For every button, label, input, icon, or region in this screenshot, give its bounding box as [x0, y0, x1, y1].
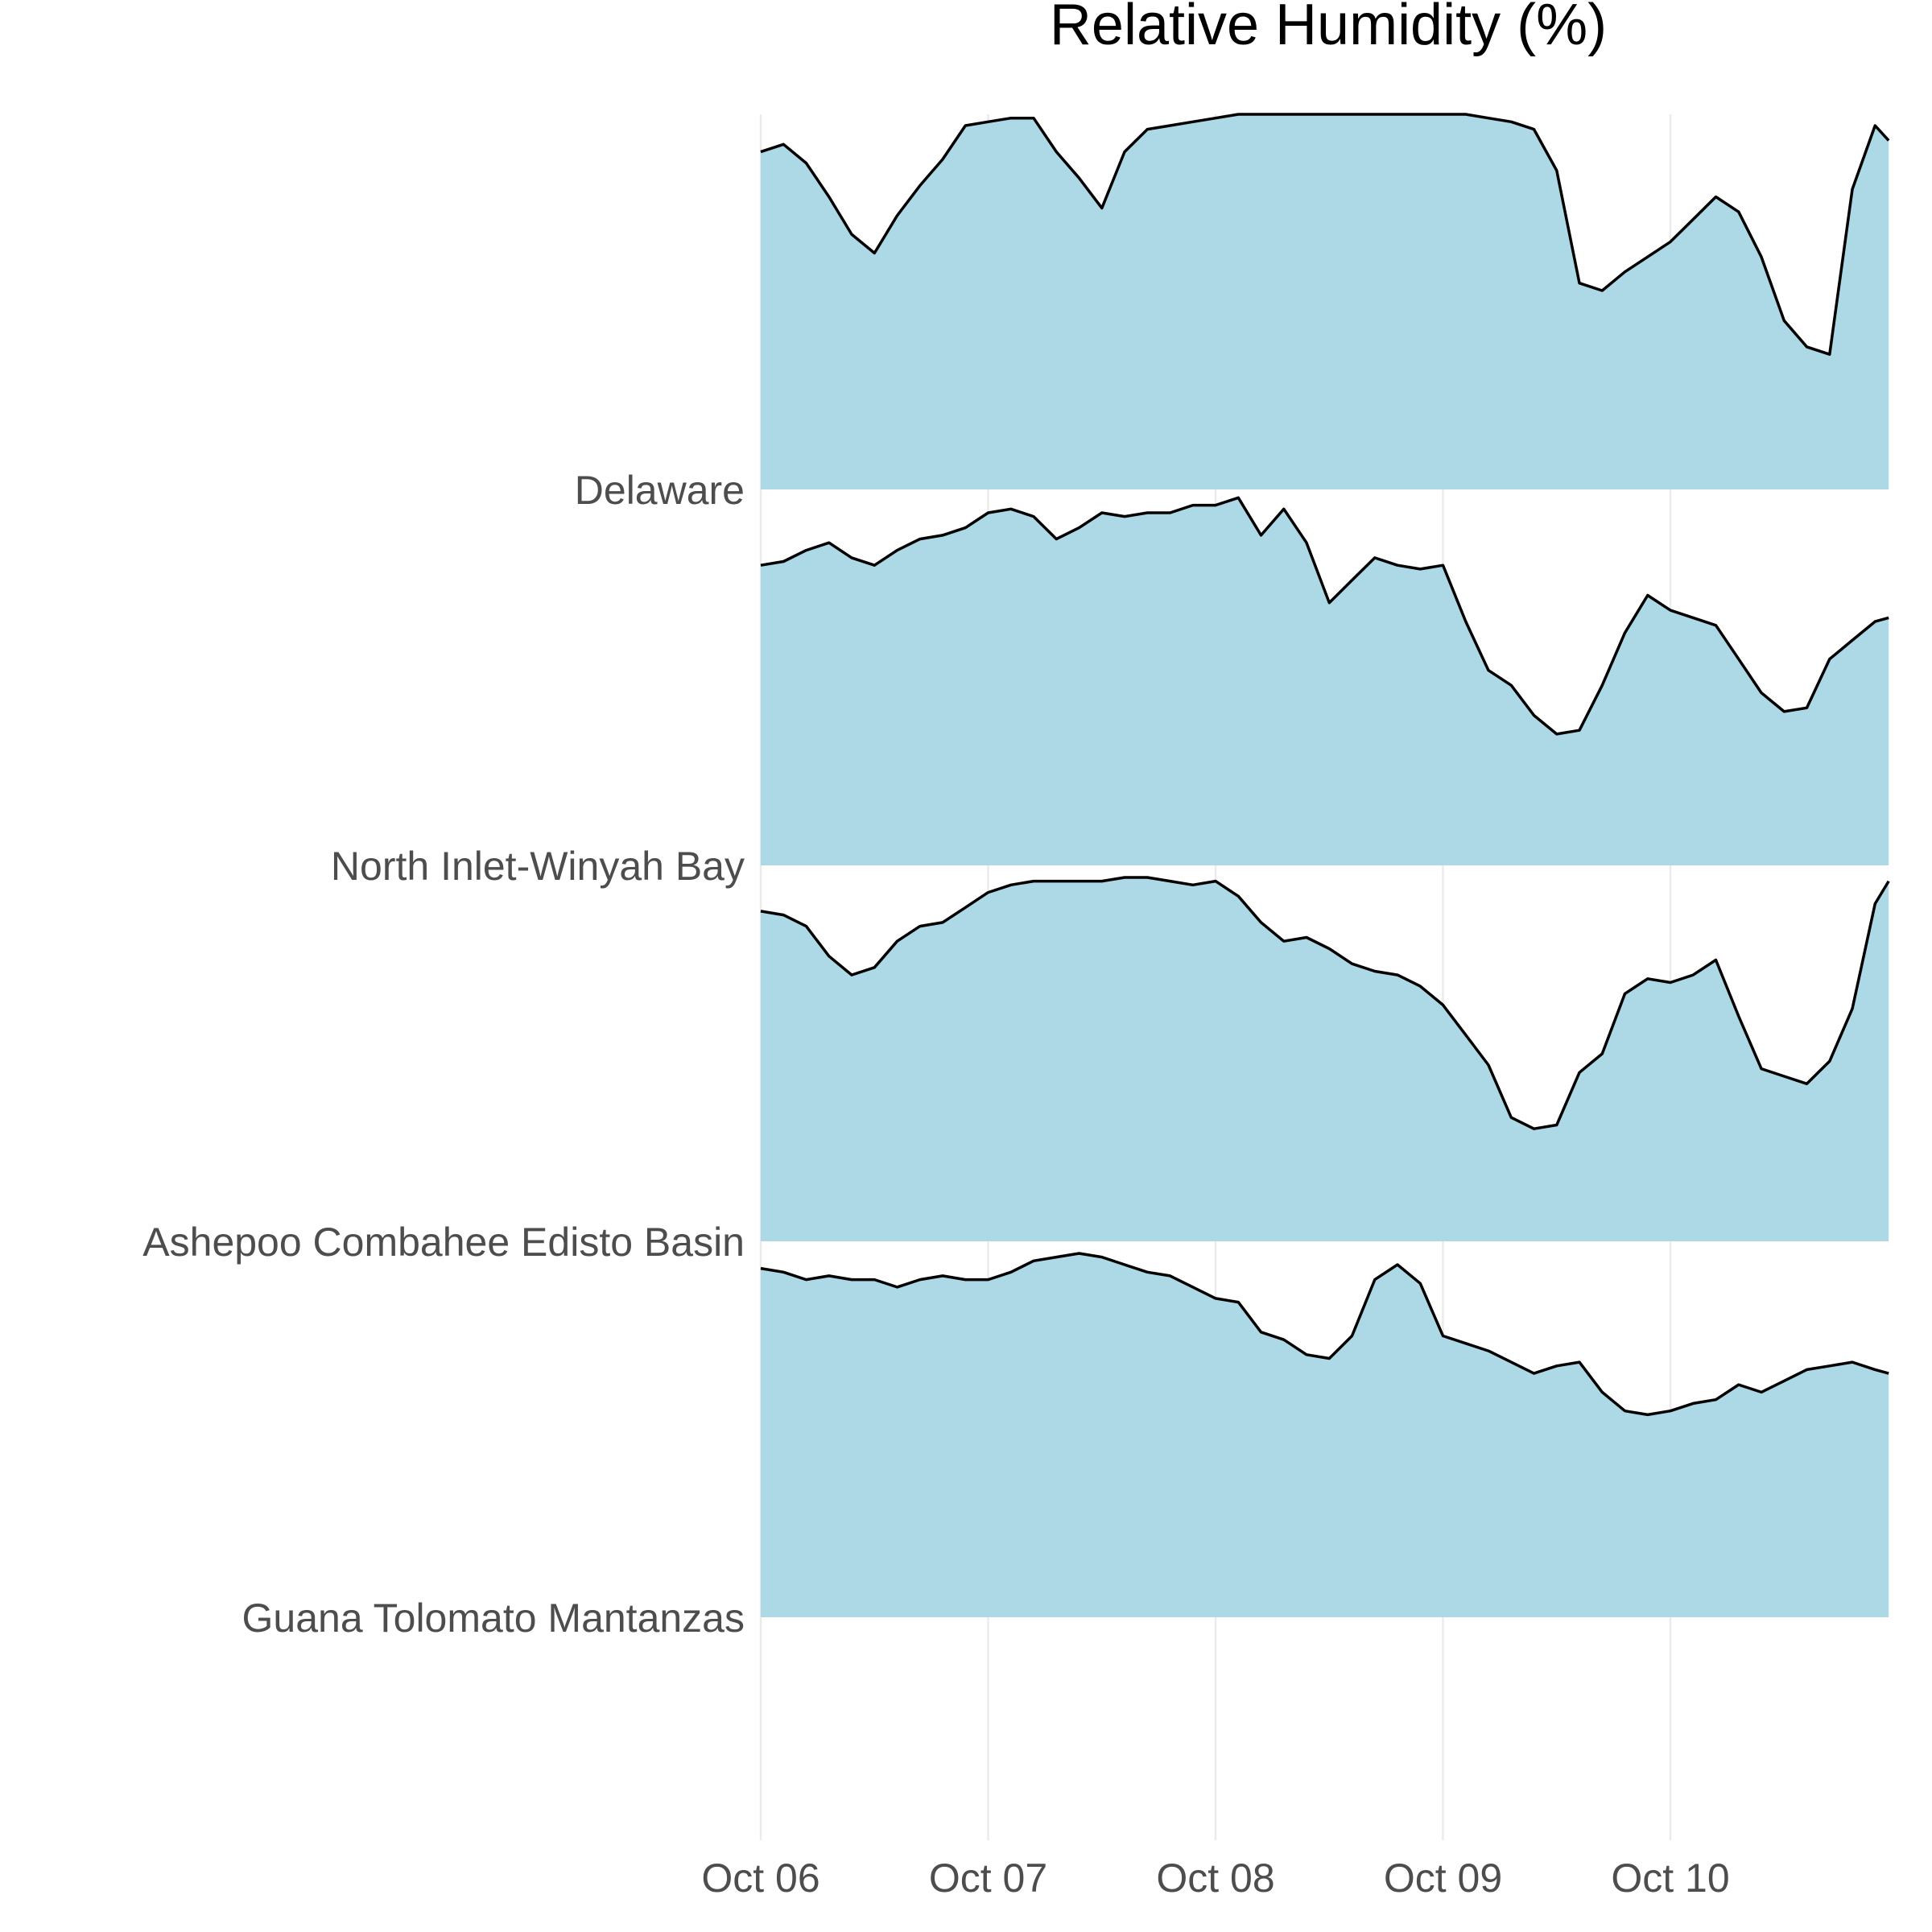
- x-tick-label: Oct 09: [1384, 1856, 1502, 1901]
- chart-title: Relative Humidity (%): [1050, 0, 1607, 57]
- ridge-series: [760, 876, 1890, 1241]
- ridge-line: [760, 496, 1889, 736]
- label-layer: Delaware North Inlet-Winyah Bay Ashepoo Co…: [142, 468, 745, 1641]
- ridge-layer: [760, 113, 1890, 1617]
- x-axis: Oct 06 Oct 07 Oct 08 Oct 09 Oct 10: [701, 1856, 1729, 1901]
- x-tick-label: Oct 06: [701, 1856, 819, 1901]
- ridge-series: [760, 113, 1890, 489]
- x-tick-label: Oct 07: [929, 1856, 1047, 1901]
- ridge-line: [760, 113, 1890, 356]
- series-label: Guana Tolomato Mantanzas: [242, 1596, 745, 1641]
- ridge-line: [760, 1252, 1889, 1417]
- series-label: Ashepoo Combahee Edisto Basin: [142, 1220, 745, 1265]
- series-label: North Inlet-Winyah Bay: [331, 844, 745, 889]
- ridge-area: [761, 877, 1889, 1241]
- x-tick-label: Oct 10: [1611, 1856, 1729, 1901]
- ridge-series: [760, 496, 1889, 865]
- ridge-series: [760, 1252, 1889, 1617]
- ridge-area: [761, 114, 1889, 489]
- x-tick-label: Oct 08: [1156, 1856, 1274, 1901]
- ridge-area: [761, 1253, 1889, 1617]
- ridge-area: [761, 497, 1889, 865]
- series-label: Delaware: [575, 468, 745, 513]
- ridge-line: [760, 876, 1890, 1130]
